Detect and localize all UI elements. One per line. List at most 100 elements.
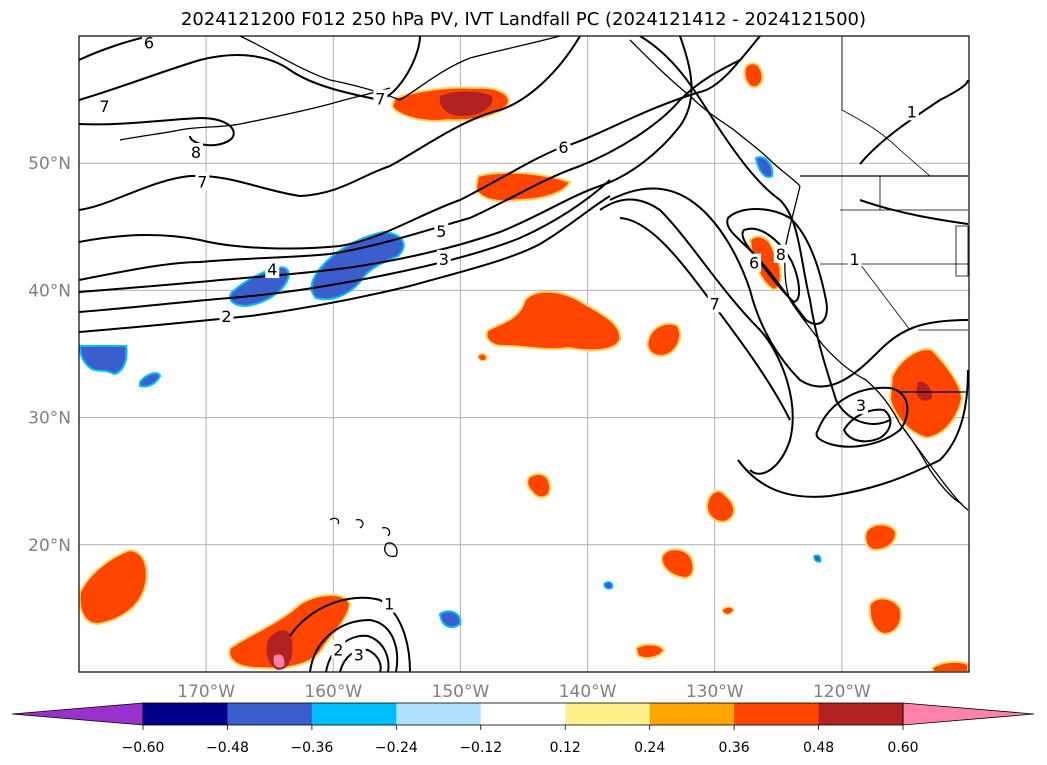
map-title: 2024121200 F012 250 hPa PV, IVT Landfall… (180, 9, 867, 30)
contour-label-bg (707, 294, 722, 313)
contour-label: 3 (439, 250, 449, 269)
contour-line (639, 36, 891, 425)
pv-anomaly-blob (868, 597, 902, 636)
contour-label-bg (373, 89, 388, 108)
colorbar-segment (396, 703, 482, 725)
colorbar-segment (480, 703, 566, 725)
contour-line (859, 199, 969, 225)
contour-label-bg (265, 260, 280, 279)
colorbar-tick-label: −0.12 (459, 740, 502, 756)
lon-tick-label: 170°W (177, 682, 235, 702)
contour-label-bg (188, 143, 203, 162)
coastline-bc (629, 39, 801, 187)
lon-tick-label: 150°W (432, 682, 490, 702)
longitude-labels: 170°W 160°W 150°W 140°W 130°W 120°W (177, 682, 871, 702)
pv-anomaly-blob (660, 548, 695, 580)
contour-label: 6 (144, 34, 154, 53)
contour-line (79, 36, 421, 102)
pv-anomaly-blob (79, 548, 148, 626)
pv-anomaly-blob (439, 91, 493, 116)
contour-label-bg (351, 645, 366, 664)
contour-line (79, 36, 693, 293)
contour-label-bg (904, 102, 919, 121)
contour-label-bg (195, 172, 210, 191)
contour-line (289, 596, 411, 672)
coastline-hawaii (329, 517, 398, 558)
lon-tick-label: 160°W (304, 682, 362, 702)
pv-anomaly-blob (706, 490, 735, 524)
lon-tick-label: 130°W (686, 682, 744, 702)
contour-label: 8 (191, 143, 201, 162)
contour-label: 2 (221, 307, 231, 326)
colorbar-frame (142, 702, 904, 726)
contour-label: 2 (333, 640, 343, 659)
colorbar-tick-label: 0.24 (634, 740, 665, 756)
contour-label-bg (847, 249, 862, 268)
pv-anomaly-blob (754, 156, 774, 178)
contour-label-bg (556, 137, 571, 156)
contour-label-bg (436, 249, 451, 268)
coastlines (119, 36, 969, 558)
colorbar-segment (565, 703, 651, 725)
contour-line (741, 227, 800, 304)
contour-line (815, 386, 909, 448)
contour-label: 1 (384, 595, 394, 614)
contour-label: 7 (99, 97, 109, 116)
pv-anomaly-blob (930, 660, 969, 672)
contour-line (859, 79, 969, 165)
coastline-alaska (239, 36, 561, 101)
coastline-baja (899, 423, 963, 505)
ivt-contours (79, 36, 969, 672)
contour-line (309, 618, 399, 672)
pv-anomaly-blob (79, 345, 128, 376)
contour-label: 6 (558, 138, 568, 157)
pv-anomaly-blob (603, 581, 614, 590)
colorbar-tick-label: −0.24 (375, 740, 418, 756)
pv-anomaly-blob (813, 554, 822, 563)
contour-label: 3 (856, 396, 866, 415)
pv-anomaly-blob (485, 290, 622, 352)
pv-anomaly-blob (743, 62, 764, 89)
contour-label: 7 (197, 172, 207, 191)
colorbar-tick-label: −0.48 (206, 740, 249, 756)
colorbar-tick-label: 0.36 (719, 740, 750, 756)
contour-line (79, 36, 581, 211)
pv-anomaly-blob (438, 610, 462, 629)
border-state (820, 36, 969, 331)
colorbar-segment (818, 703, 904, 725)
pv-anomaly-blob (266, 630, 293, 670)
contour-label: 7 (375, 90, 385, 109)
pv-anomaly-blob (916, 381, 932, 401)
colorbar-segment (311, 703, 397, 725)
lon-tick-label: 140°W (559, 682, 617, 702)
contour-line (79, 116, 235, 147)
colorbar-extend-high (902, 702, 1035, 726)
contour-label: 7 (710, 294, 720, 313)
lat-tick-label: 20°N (28, 536, 71, 556)
pv-anomaly-blob (228, 594, 352, 670)
colorbar-segment (227, 703, 313, 725)
pv-anomaly-blob (634, 643, 666, 659)
lat-tick-label: 30°N (28, 409, 71, 429)
contour-label-bg (434, 221, 449, 240)
map-background (79, 36, 969, 672)
contour-label-bg (219, 307, 234, 326)
colorbar-tick-label: −0.36 (290, 740, 333, 756)
lat-tick-label: 50°N (28, 154, 71, 174)
colorbar-extend-low (11, 702, 144, 726)
contour-label: 6 (749, 254, 759, 273)
pv-anomaly-blob (721, 606, 735, 616)
colorbar-segment (649, 703, 735, 725)
contour-label-bg (853, 396, 868, 415)
contour-label-bg (747, 253, 762, 272)
map-frame (78, 35, 970, 673)
pv-anomaly-blob (273, 654, 285, 668)
pv-anomaly-blob (646, 322, 681, 358)
contour-line (737, 369, 969, 498)
gridlines (79, 36, 969, 672)
contour-label: 4 (267, 260, 277, 279)
contour-line (79, 195, 611, 333)
colorbar-tick-label: 0.48 (803, 740, 834, 756)
